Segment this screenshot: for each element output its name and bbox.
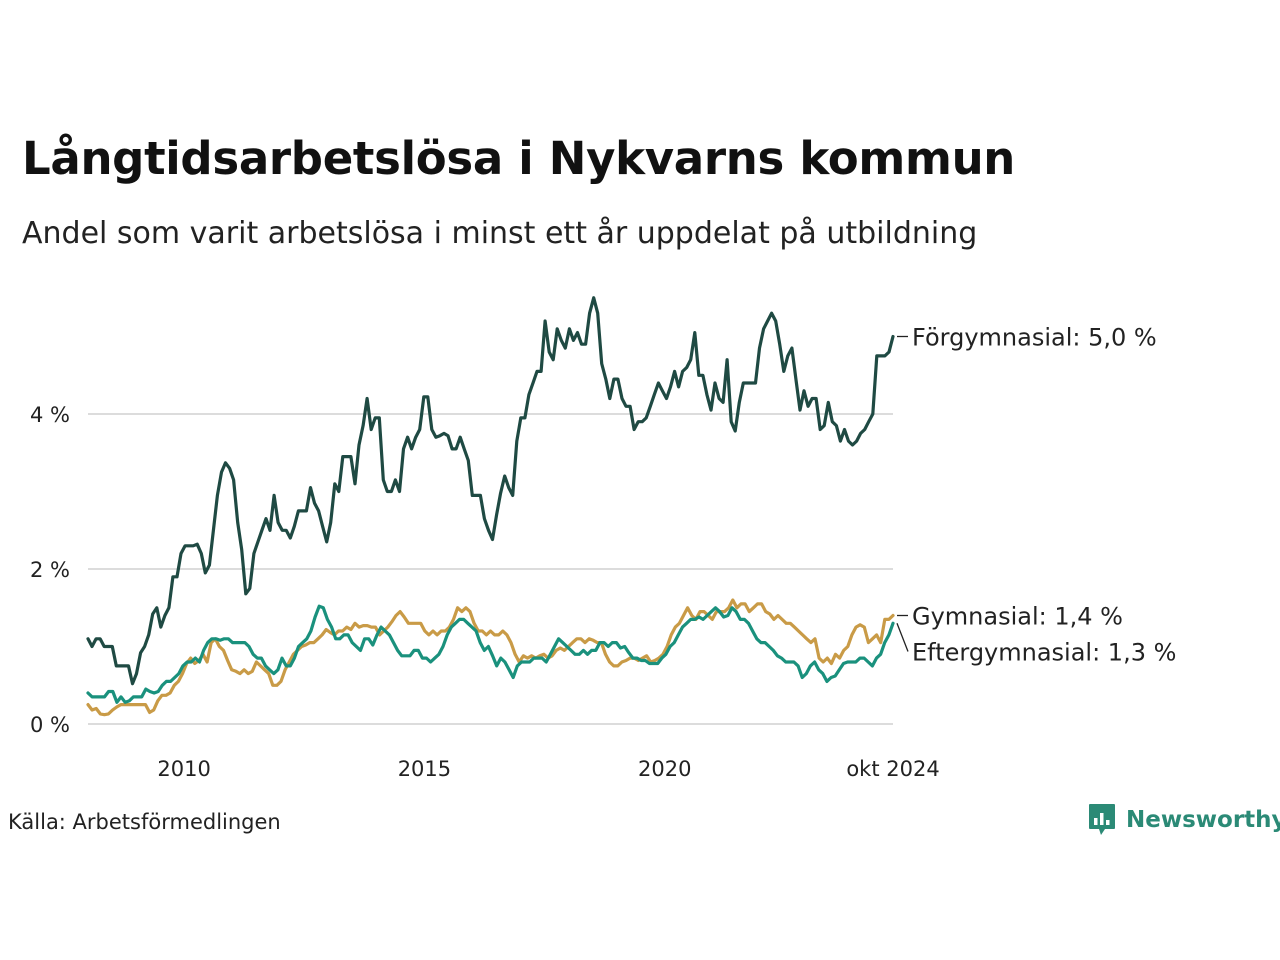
series-label-connector — [896, 623, 909, 652]
series-label-eftergymnasial: Eftergymnasial: 1,3 % — [912, 639, 1176, 667]
x-tick-label: 2020 — [638, 757, 691, 781]
grid-lines — [88, 413, 893, 725]
x-tick-label: 2015 — [398, 757, 451, 781]
chart-title: Långtidsarbetslösa i Nykvarns kommun — [22, 132, 1016, 185]
brand-name: Newsworthy — [1126, 807, 1280, 833]
x-tick-label: okt 2024 — [846, 757, 939, 781]
newsworthy-logo-icon — [1089, 804, 1115, 835]
source-note: Källa: Arbetsförmedlingen — [8, 810, 281, 834]
chart-subtitle: Andel som varit arbetslösa i minst ett å… — [22, 216, 978, 251]
y-tick-label: 2 % — [30, 558, 70, 582]
series-line-gymnasial — [86, 598, 895, 717]
series-labels: Förgymnasial: 5,0 % Gymnasial: 1,4 % Efter… — [896, 324, 1176, 667]
y-tick-label: 0 % — [30, 713, 70, 737]
x-axis-tick-labels: 2010 2015 2020 okt 2024 — [157, 757, 939, 781]
series-label-förgymnasial: Förgymnasial: 5,0 % — [912, 324, 1157, 352]
x-tick-label: 2010 — [157, 757, 210, 781]
series-lines — [86, 296, 895, 717]
y-tick-label: 4 % — [30, 403, 70, 427]
brand-logo: Newsworthy — [1088, 803, 1280, 837]
series-label-gymnasial: Gymnasial: 1,4 % — [912, 603, 1123, 631]
series-line-eftergymnasial — [86, 604, 895, 704]
series-line-förgymnasial — [86, 296, 895, 686]
y-axis-tick-labels: 0 % 2 % 4 % — [30, 403, 70, 737]
